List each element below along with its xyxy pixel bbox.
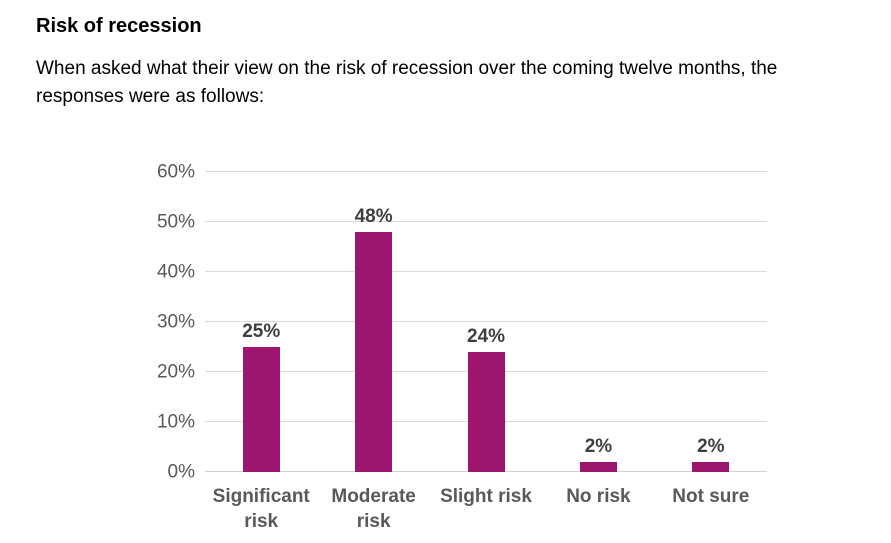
bar <box>355 232 393 472</box>
plot-row: 0% 10% 20% 30% 40% 50% 60% 25% 48% 24% 2% 2% <box>150 163 767 482</box>
gridline-40% <box>205 271 767 272</box>
bar-column: 48% <box>317 172 429 472</box>
bar <box>692 462 730 472</box>
page-title: Risk of recession <box>36 15 202 37</box>
bar-column: 24% <box>430 172 542 472</box>
bar-column: 25% <box>205 172 317 472</box>
x-axis-category-label: Moderate risk <box>331 486 416 532</box>
y-tick-label: 30% <box>156 311 195 333</box>
y-tick-label: 10% <box>156 411 195 433</box>
x-axis-category-label: Significant risk <box>212 486 310 532</box>
recession-risk-bar-chart: 0% 10% 20% 30% 40% 50% 60% 25% 48% 24% 2% 2% Signi… <box>150 163 767 534</box>
x-axis-category-label: Not sure <box>672 486 750 507</box>
bar <box>467 352 505 472</box>
x-axis-category-label: Slight risk <box>440 486 532 507</box>
bar <box>579 462 617 472</box>
intro-paragraph: When asked what their view on the risk o… <box>36 58 778 107</box>
bar-value-label: 2% <box>584 436 613 457</box>
plot-area: 25% 48% 24% 2% 2% <box>205 171 767 472</box>
bar-value-label: 48% <box>354 206 393 227</box>
gridline-50% <box>205 221 767 222</box>
bars-container: 25% 48% 24% 2% 2% <box>205 172 767 472</box>
y-tick-label: 0% <box>167 461 195 483</box>
x-axis: Significant risk Moderate risk Slight risk… <box>150 472 767 534</box>
gridline-60% <box>205 171 767 172</box>
y-tick-label: 60% <box>156 161 195 183</box>
bar-column: 2% <box>542 172 654 472</box>
x-axis-labels: Significant risk Moderate risk Slight risk… <box>205 472 767 534</box>
bar-value-label: 24% <box>467 326 506 347</box>
y-tick-label: 20% <box>156 361 195 383</box>
bar-value-label: 2% <box>697 436 725 457</box>
bar-column: 2% <box>655 172 767 472</box>
y-tick-label: 50% <box>156 211 195 233</box>
gridline-30% <box>205 321 767 322</box>
bar <box>242 347 280 472</box>
x-axis-category-label: No risk <box>566 486 631 507</box>
bar-value-label: 25% <box>242 321 281 342</box>
y-tick-label: 40% <box>156 261 195 283</box>
y-axis: 0% 10% 20% 30% 40% 50% 60% <box>150 163 195 482</box>
